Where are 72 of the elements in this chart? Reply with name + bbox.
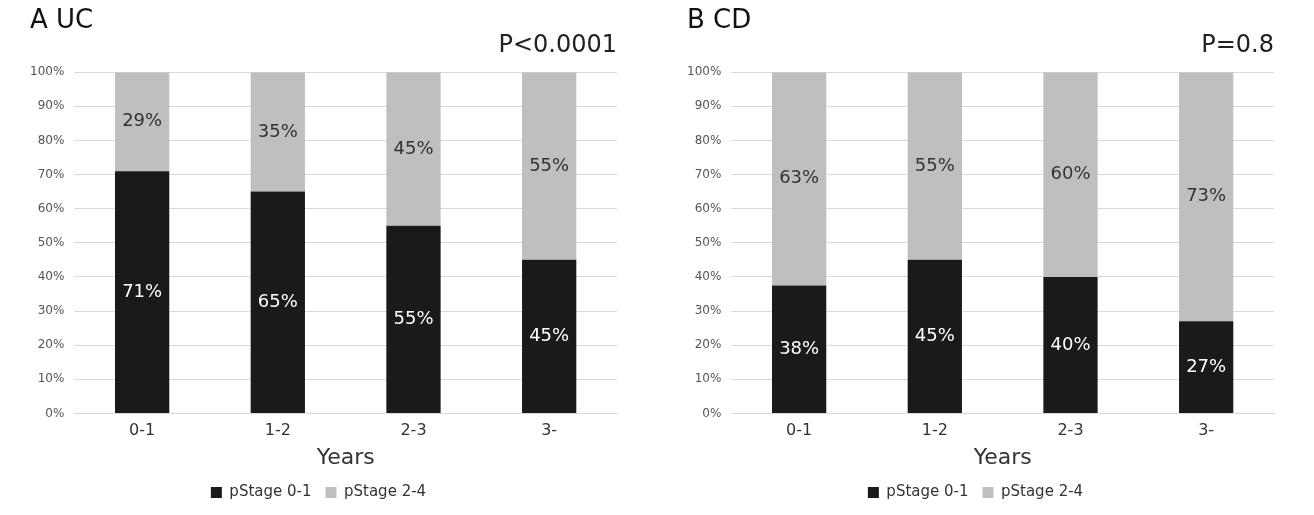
y-tick-label: 100% (686, 64, 722, 79)
data-label: 27% (1186, 354, 1227, 376)
bar (1043, 72, 1098, 277)
y-tick-label: 100% (29, 64, 65, 79)
y-tick-label: 50% (37, 234, 65, 249)
x-tick-label: 1-2 (921, 420, 948, 440)
y-tick-label: 70% (37, 166, 65, 181)
bar (115, 171, 170, 413)
y-tick-label: 20% (37, 337, 65, 352)
data-label: 55% (914, 153, 955, 175)
data-label: 38% (779, 336, 820, 358)
x-axis-title: Years (315, 443, 375, 469)
data-label: 63% (779, 166, 820, 188)
x-axis-title: Years (972, 443, 1032, 469)
data-label: 45% (529, 324, 570, 346)
y-tick-label: 70% (694, 166, 722, 181)
y-tick-label: 60% (694, 200, 722, 215)
x-tick-label: 1-2 (264, 420, 291, 440)
y-tick-label: 80% (37, 132, 65, 147)
y-tick-label: 80% (694, 132, 722, 147)
y-tick-label: 40% (694, 269, 722, 284)
y-tick-label: 30% (694, 303, 722, 318)
data-label: 60% (1050, 162, 1091, 184)
bar (1043, 276, 1098, 413)
data-label: 29% (122, 109, 163, 131)
legend-label: pStage 0-1 (886, 482, 969, 501)
data-label: 45% (914, 324, 955, 346)
x-tick-label: 2-3 (400, 420, 427, 440)
x-tick-label: 0-1 (129, 420, 156, 440)
y-tick-label: 10% (694, 371, 722, 386)
y-tick-label: 20% (694, 337, 722, 352)
chart-title: B CD (687, 4, 752, 34)
data-label: 65% (257, 289, 298, 311)
y-tick-label: 30% (37, 303, 65, 318)
y-tick-label: 90% (37, 98, 65, 113)
data-label: 35% (257, 119, 298, 141)
text: P<0.0001 (498, 30, 617, 58)
data-label: 45% (393, 136, 434, 158)
data-label: 55% (393, 306, 434, 328)
data-label: 40% (1050, 332, 1091, 354)
y-tick-label: 0% (45, 405, 65, 420)
x-tick-label: 3- (1198, 420, 1215, 440)
y-tick-label: 90% (694, 98, 722, 113)
y-tick-label: 40% (37, 269, 65, 284)
data-label: 55% (529, 153, 570, 175)
text: P=0.8 (1201, 30, 1274, 58)
chart-title: A UC (30, 4, 94, 34)
bar (250, 72, 305, 192)
bar (522, 72, 577, 260)
y-tick-label: 50% (694, 234, 722, 249)
bar (386, 225, 441, 413)
x-tick-label: 3- (541, 420, 558, 440)
bar (115, 72, 170, 172)
bar (772, 285, 827, 413)
x-tick-label: 0-1 (786, 420, 813, 440)
bar (772, 72, 827, 286)
legend-label: pStage 2-4 (344, 482, 427, 501)
x-tick-label: 2-3 (1057, 420, 1084, 440)
bar (907, 72, 962, 260)
y-tick-label: 10% (37, 371, 65, 386)
bar (522, 259, 577, 413)
data-label: 73% (1186, 184, 1227, 206)
legend-label: pStage 0-1 (229, 482, 312, 501)
bar (1179, 321, 1234, 413)
bar (907, 259, 962, 413)
bar (250, 191, 305, 413)
legend-label: pStage 2-4 (1001, 482, 1084, 501)
y-tick-label: 0% (702, 405, 722, 420)
bar (1179, 72, 1234, 322)
y-tick-label: 60% (37, 200, 65, 215)
data-label: 71% (122, 279, 163, 301)
bar (386, 72, 441, 226)
